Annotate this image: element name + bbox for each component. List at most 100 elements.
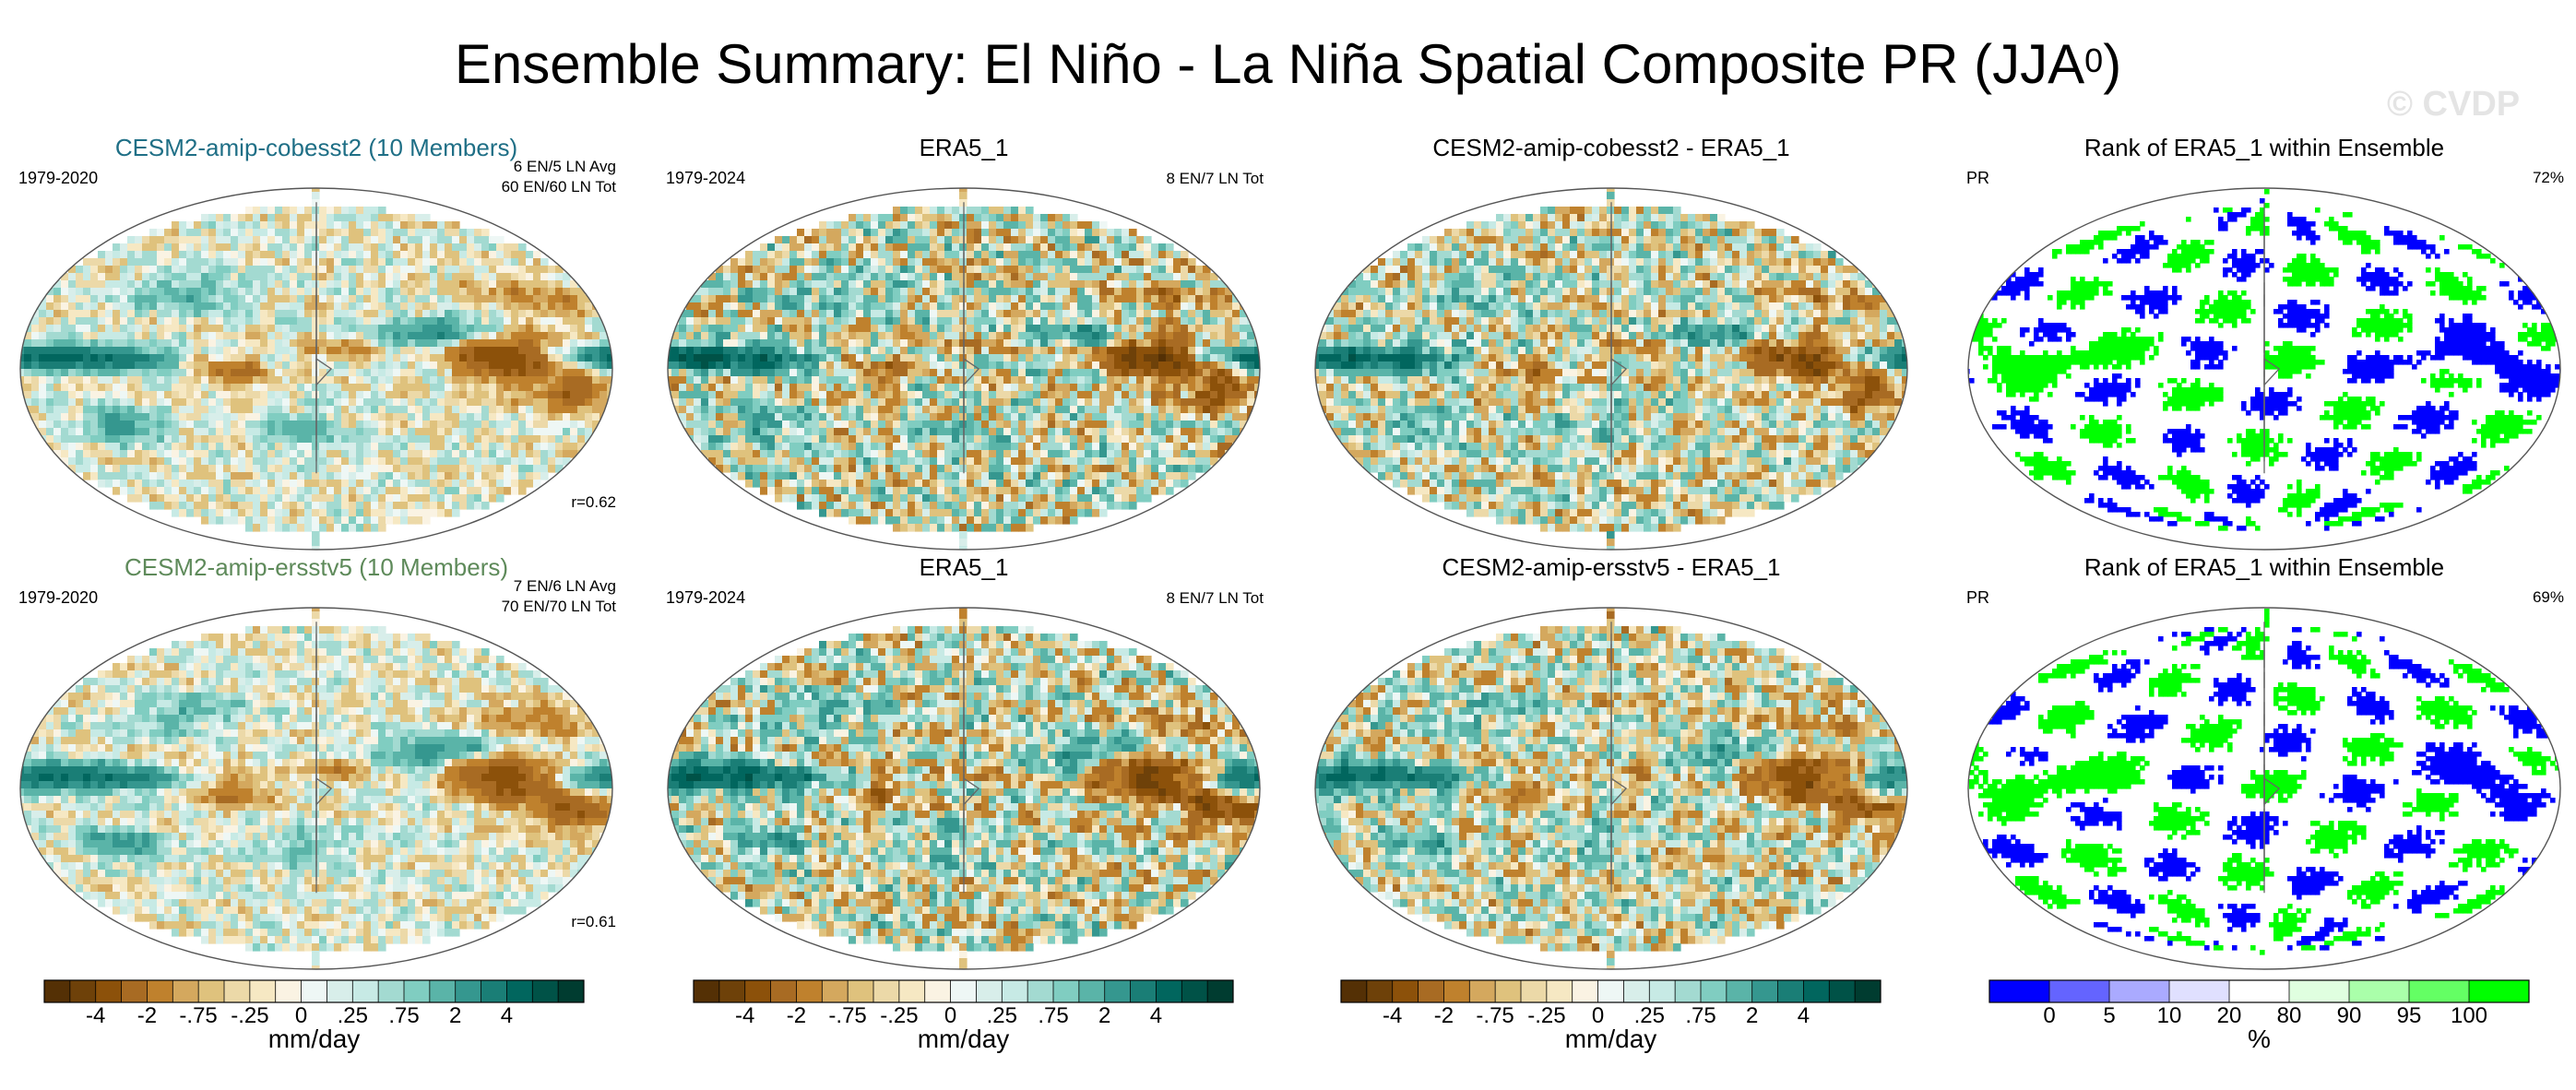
variable-label: PR bbox=[1966, 588, 1989, 608]
colorbar-tick-label: 5 bbox=[2103, 1003, 2115, 1028]
colorbar-tick-label: -.75 bbox=[179, 1003, 217, 1028]
colorbar-tick-label: .75 bbox=[1685, 1003, 1715, 1028]
ensemble-count: 7 EN/6 LN Avg bbox=[432, 576, 616, 597]
colorbar-tick-label: -.25 bbox=[880, 1003, 918, 1028]
colorbar-tick-label: -4 bbox=[86, 1003, 105, 1028]
variable-label: PR bbox=[1966, 169, 1989, 188]
colorbar-unit: mm/day bbox=[694, 1025, 1233, 1054]
coastlines bbox=[315, 202, 333, 474]
map-panel-r2c3 bbox=[1314, 607, 1908, 970]
colorbar-box bbox=[1002, 980, 1028, 1002]
ensemble-total: 60 EN/60 LN Tot bbox=[432, 177, 616, 197]
panel-title: CESM2-amip-cobesst2 (10 Members) bbox=[0, 134, 635, 162]
colorbar-box bbox=[898, 980, 926, 1002]
colorbar-tick-label: 4 bbox=[1150, 1003, 1162, 1028]
colorbar-box bbox=[1053, 980, 1080, 1002]
map-border bbox=[19, 607, 613, 970]
map-field bbox=[668, 188, 1260, 550]
colorbar-unit: mm/day bbox=[1341, 1025, 1881, 1054]
colorbar-box bbox=[404, 980, 431, 1002]
colorbar-tick-label: 2 bbox=[1098, 1003, 1110, 1028]
colorbar-box bbox=[1469, 980, 1496, 1002]
period-label: 1979-2020 bbox=[18, 169, 98, 188]
colorbar-box bbox=[1341, 980, 1368, 1002]
colorbar-box bbox=[2169, 980, 2230, 1002]
coastlines bbox=[315, 622, 333, 894]
coastlines bbox=[963, 202, 980, 474]
colorbar-box bbox=[429, 980, 457, 1002]
panel-title: Rank of ERA5_1 within Ensemble bbox=[1946, 134, 2576, 162]
colorbar-tick-label: 4 bbox=[1798, 1003, 1810, 1028]
ensemble-count: 8 EN/7 LN Tot bbox=[1079, 588, 1264, 609]
colorbar-tick-label: -4 bbox=[735, 1003, 754, 1028]
map-panel-r2c2 bbox=[667, 607, 1261, 970]
map-panel-r1c3 bbox=[1314, 187, 1908, 551]
colorbar-tick-label: 0 bbox=[295, 1003, 307, 1028]
ensemble-total: 70 EN/70 LN Tot bbox=[432, 597, 616, 617]
colorbar-box bbox=[2229, 980, 2290, 1002]
colorbar-tick-label: 10 bbox=[2157, 1003, 2182, 1028]
colorbar-box bbox=[172, 980, 199, 1002]
colorbar-pr_div: -4 -2 -.75 -.25 0 .25 .75 2 4 bbox=[693, 979, 1234, 1028]
ensemble-count: 8 EN/7 LN Tot bbox=[1079, 169, 1264, 189]
colorbar-tick-label: 2 bbox=[449, 1003, 461, 1028]
colorbar-box bbox=[249, 980, 277, 1002]
colorbar-tick-label: -.25 bbox=[231, 1003, 268, 1028]
colorbar-box bbox=[532, 980, 559, 1002]
period-label: 1979-2020 bbox=[18, 588, 98, 608]
colorbar-box bbox=[976, 980, 1003, 1002]
figure-title: Ensemble Summary: El Niño - La Niña Spat… bbox=[0, 26, 2576, 103]
map-panel-r1c1 bbox=[19, 187, 613, 551]
map-field bbox=[1315, 608, 1907, 969]
map-field bbox=[1968, 608, 2560, 969]
colorbar-tick-label: 0 bbox=[2043, 1003, 2055, 1028]
coastlines bbox=[2263, 622, 2281, 894]
colorbar-box bbox=[301, 980, 327, 1002]
map-panel-r2c1 bbox=[19, 607, 613, 970]
colorbar-box bbox=[796, 980, 823, 1002]
colorbar-box bbox=[694, 980, 720, 1002]
map-field bbox=[20, 608, 612, 969]
colorbar-tick-label: 2 bbox=[1746, 1003, 1758, 1028]
colorbar-box bbox=[558, 980, 585, 1002]
map-border bbox=[667, 607, 1261, 970]
correlation-label: r=0.62 bbox=[469, 492, 616, 513]
colorbar-tick-label: -2 bbox=[787, 1003, 806, 1028]
colorbar-box bbox=[1078, 980, 1106, 1002]
colorbar-box bbox=[95, 980, 123, 1002]
colorbar-box bbox=[1392, 980, 1419, 1002]
map-field bbox=[668, 608, 1260, 969]
colorbar-box bbox=[2469, 980, 2530, 1002]
colorbar-rank: 0 5 10 20 80 90 95 100 bbox=[1988, 979, 2530, 1028]
colorbar-box bbox=[1546, 980, 1573, 1002]
colorbar-box bbox=[848, 980, 874, 1002]
colorbar-box bbox=[2049, 980, 2110, 1002]
colorbar-box bbox=[718, 980, 746, 1002]
colorbar-box bbox=[1156, 980, 1182, 1002]
colorbar-box bbox=[1443, 980, 1470, 1002]
colorbar-box bbox=[147, 980, 173, 1002]
colorbar-box bbox=[1104, 980, 1132, 1002]
colorbar-box bbox=[2289, 980, 2350, 1002]
colorbar-box bbox=[121, 980, 148, 1002]
colorbar-box bbox=[770, 980, 797, 1002]
percent-label: 69% bbox=[2490, 588, 2564, 607]
watermark: © CVDP bbox=[2387, 85, 2520, 124]
panel-title: CESM2-amip-ersstv5 - ERA5_1 bbox=[1293, 553, 1929, 582]
colorbar-tick-label: .25 bbox=[1634, 1003, 1665, 1028]
colorbar-unit: % bbox=[1989, 1025, 2529, 1054]
coastlines bbox=[1610, 202, 1628, 474]
colorbar-box bbox=[1207, 980, 1234, 1002]
map-panel-r2c4 bbox=[1967, 607, 2561, 970]
colorbar-box bbox=[1597, 980, 1624, 1002]
colorbar-unit: mm/day bbox=[44, 1025, 584, 1054]
panel-title: CESM2-amip-cobesst2 - ERA5_1 bbox=[1293, 134, 1929, 162]
colorbar-tick-label: 0 bbox=[944, 1003, 956, 1028]
colorbar-box bbox=[1027, 980, 1054, 1002]
colorbar-tick-label: -.75 bbox=[1476, 1003, 1514, 1028]
colorbar-box bbox=[1989, 980, 2050, 1002]
panel-title: Rank of ERA5_1 within Ensemble bbox=[1946, 553, 2576, 582]
colorbar-box bbox=[69, 980, 97, 1002]
colorbar-tick-label: 95 bbox=[2397, 1003, 2422, 1028]
map-border bbox=[1314, 187, 1908, 551]
